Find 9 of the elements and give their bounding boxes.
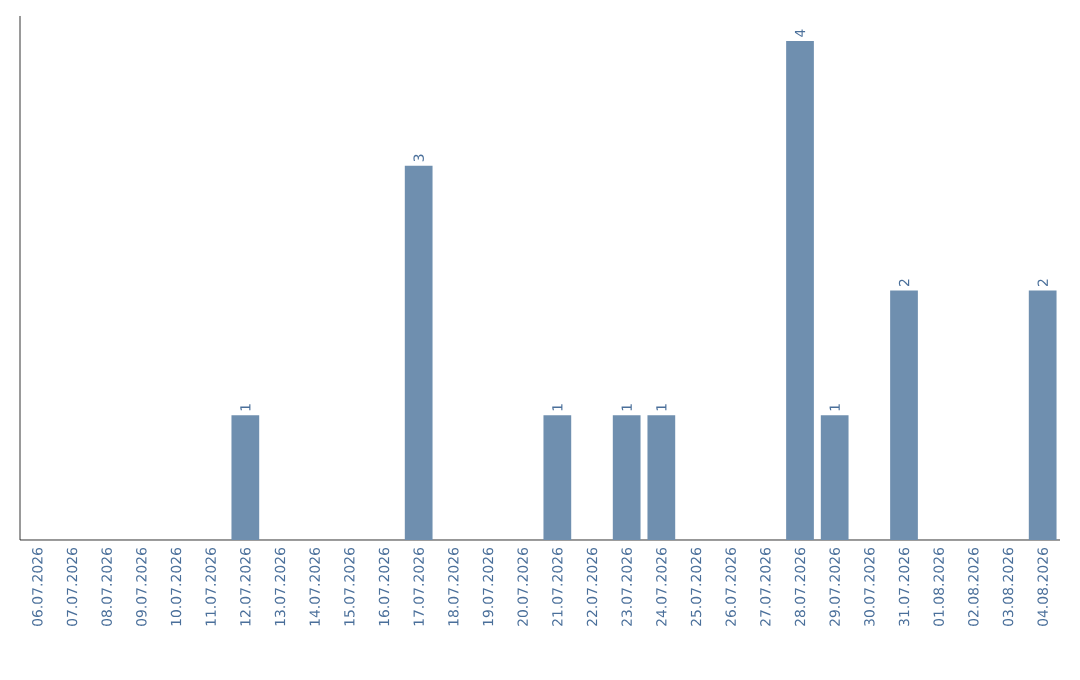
bar — [543, 415, 572, 540]
bar — [231, 415, 260, 540]
bar — [890, 290, 918, 540]
bar — [820, 415, 849, 540]
bar — [647, 415, 676, 540]
bar — [786, 40, 814, 540]
bar — [612, 415, 641, 540]
bar — [404, 165, 433, 540]
bar — [1028, 290, 1057, 540]
